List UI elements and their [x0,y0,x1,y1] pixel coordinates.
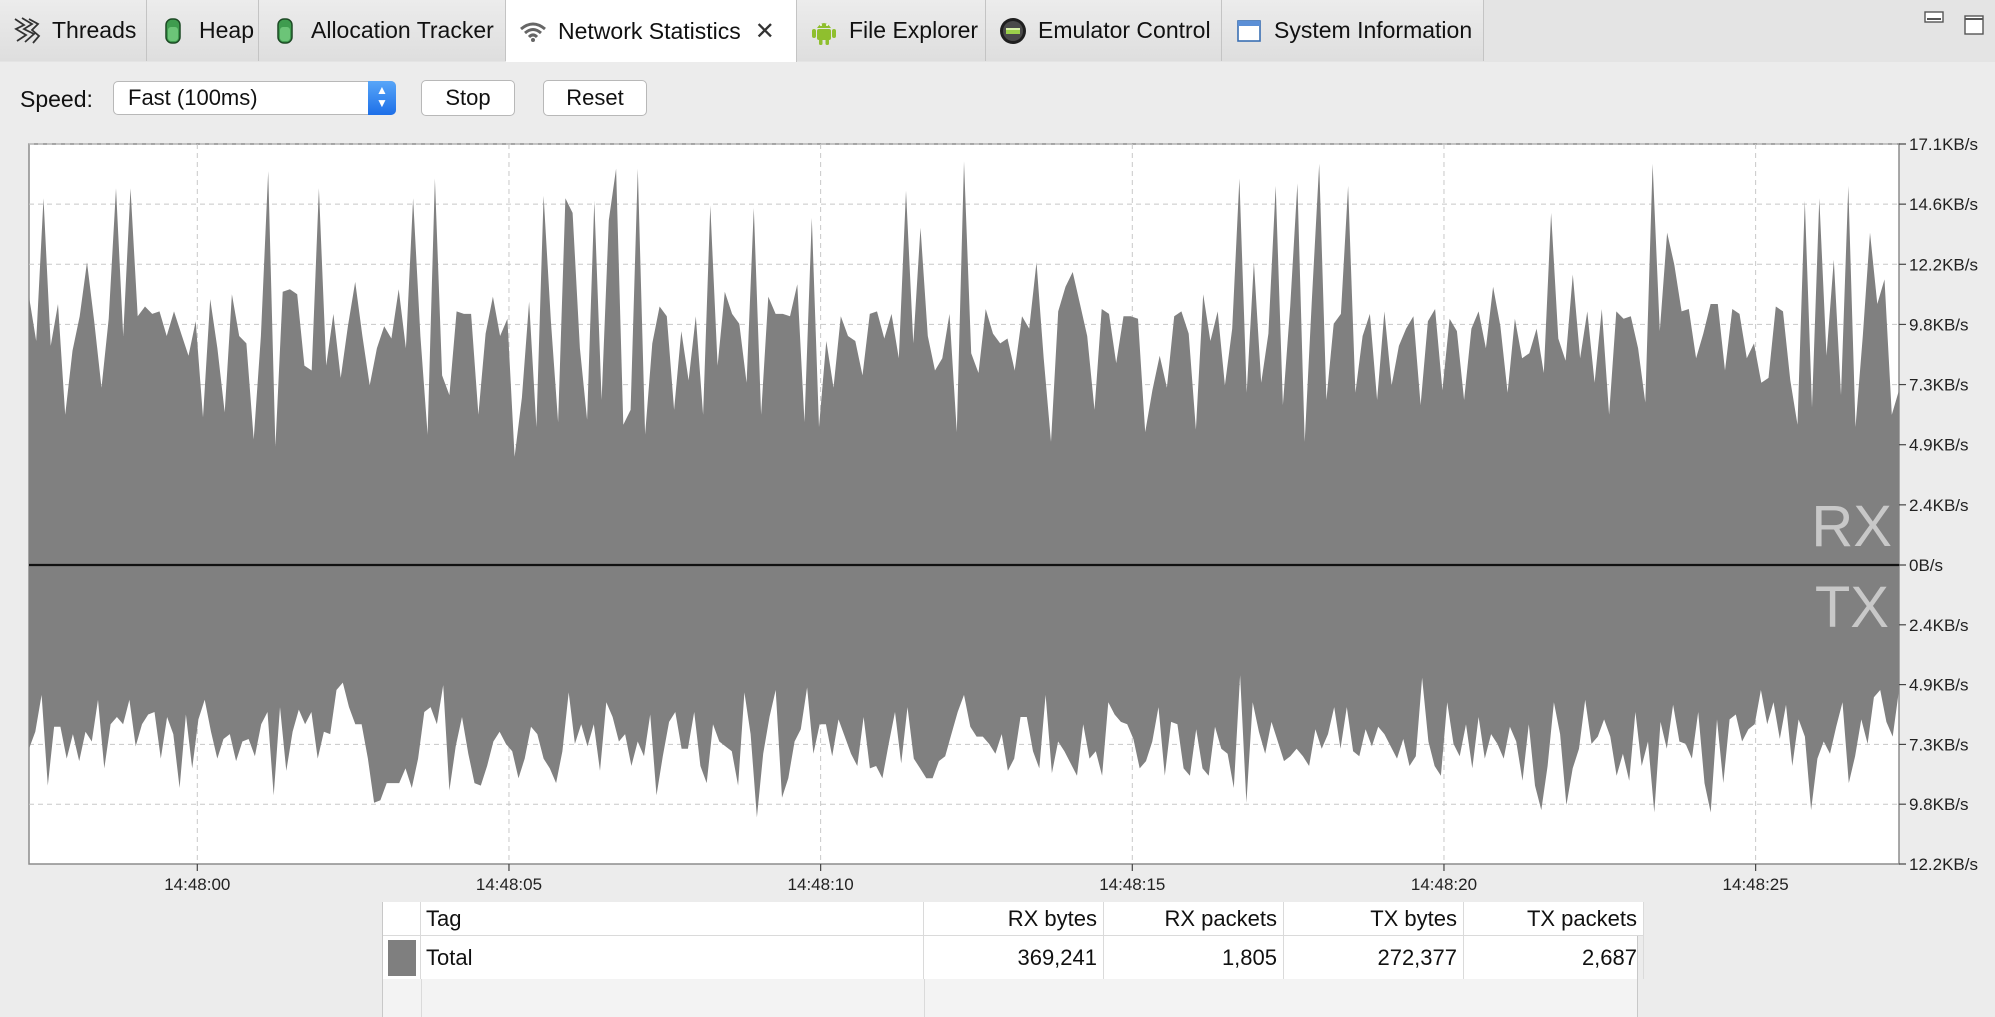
row-tx-packets: 2,687 [1464,936,1644,979]
row-tag: Total [421,936,924,979]
x-tick-label: 14:48:05 [476,875,542,894]
column-header-tag[interactable]: Tag [421,902,924,936]
tab-bar: Threads Heap Allocation Tracker Network … [0,0,1995,63]
rx-label: RX [1811,494,1892,559]
column-header-rx-bytes[interactable]: RX bytes [924,902,1104,936]
y-tick-label: 0B/s [1909,556,1943,575]
chart-svg: RX TX 17.1KB/s 14.6KB/s 12.2KB/s 9.8KB/s 7.3… [10,134,1995,900]
rx-area [29,161,1899,565]
tab-label: File Explorer [849,17,979,43]
tab-label: Emulator Control [1038,17,1211,43]
speed-label: Speed: [20,86,93,112]
y-tick-label: 7.3KB/s [1909,735,1969,754]
column-header-rx-packets[interactable]: RX packets [1104,902,1284,936]
tab-label: Allocation Tracker [311,17,494,43]
window-controls [1915,8,1995,38]
threads-icon [14,16,41,44]
x-tick-label: 14:48:25 [1723,875,1789,894]
tab-allocation-tracker[interactable]: Allocation Tracker [259,0,506,61]
tab-system-information[interactable]: System Information [1222,0,1484,61]
row-color-cell [383,936,421,979]
tab-label: Heap [199,17,254,43]
color-swatch [388,940,416,976]
tx-label: TX [1815,575,1889,640]
y-tick-label: 4.9KB/s [1909,676,1969,695]
tab-label: Threads [52,17,137,43]
row-rx-bytes: 369,241 [924,936,1104,979]
tx-area [29,565,1899,818]
column-header-swatch[interactable] [383,902,421,936]
table-row-empty [383,979,1637,1017]
tab-label: System Information [1274,17,1473,43]
tab-heap[interactable]: Heap [147,0,259,61]
y-tick-label: 14.6KB/s [1909,195,1978,214]
tab-threads[interactable]: Threads [0,0,147,61]
stop-button[interactable]: Stop [421,80,515,116]
tab-emulator-control[interactable]: Emulator Control [986,0,1222,61]
close-icon[interactable]: ✕ [754,17,775,45]
y-tick-label: 17.1KB/s [1909,135,1978,154]
allocation-tracker-icon [277,17,293,44]
maximize-icon[interactable] [1964,15,1984,35]
window-icon [1237,19,1261,42]
updown-arrows-icon: ▲ ▼ [368,81,396,115]
speed-select[interactable]: Fast (100ms) ▲ ▼ [113,81,396,115]
android-icon [812,22,836,45]
y-tick-label: 2.4KB/s [1909,496,1969,515]
toolbar: Speed: Fast (100ms) ▲ ▼ Stop Reset [0,62,1995,134]
network-chart: RX TX 17.1KB/s 14.6KB/s 12.2KB/s 9.8KB/s 7.3… [10,134,1995,900]
row-tx-bytes: 272,377 [1284,936,1464,979]
tab-label: Network Statistics [558,17,741,44]
y-tick-label: 12.2KB/s [1909,855,1978,874]
stats-table: Tag RX bytes RX packets TX bytes TX pack… [382,902,1644,1017]
y-tick-label: 9.8KB/s [1909,795,1969,814]
tab-network-statistics[interactable]: Network Statistics ✕ [506,0,797,62]
tab-file-explorer[interactable]: File Explorer [797,0,986,61]
speed-select-value: Fast (100ms) [128,85,258,110]
y-tick-label: 2.4KB/s [1909,616,1969,635]
heap-icon [165,17,181,44]
reset-button[interactable]: Reset [543,80,647,116]
wifi-icon [520,22,546,42]
x-tick-label: 14:48:10 [788,875,854,894]
y-tick-label: 4.9KB/s [1909,436,1969,455]
x-tick-label: 14:48:15 [1099,875,1165,894]
y-tick-label: 9.8KB/s [1909,315,1969,334]
y-tick-label: 12.2KB/s [1909,255,1978,274]
emulator-icon [1000,17,1026,44]
column-header-tx-packets[interactable]: TX packets [1464,902,1644,936]
row-rx-packets: 1,805 [1104,936,1284,979]
y-tick-label: 7.3KB/s [1909,376,1969,395]
x-tick-label: 14:48:20 [1411,875,1477,894]
column-header-tx-bytes[interactable]: TX bytes [1284,902,1464,936]
x-tick-label: 14:48:00 [164,875,230,894]
minimize-icon[interactable] [1924,11,1944,23]
